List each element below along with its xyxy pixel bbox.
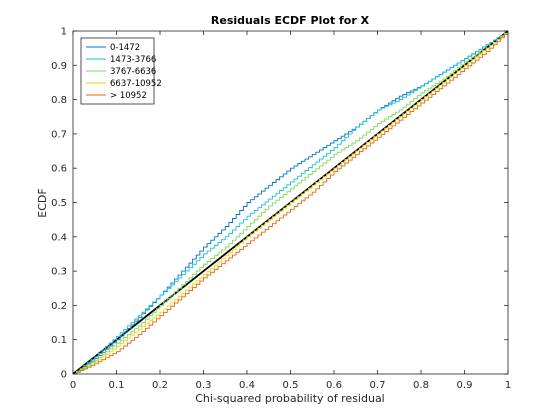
y-tick-label: 0.4 <box>51 232 67 243</box>
legend-label: 3767-6636 <box>110 67 156 77</box>
chart-title: Residuals ECDF Plot for X <box>211 14 370 27</box>
x-tick-label: 0 <box>70 380 76 391</box>
x-tick-label: 0.4 <box>239 380 255 391</box>
y-tick-label: 0.5 <box>51 198 67 209</box>
x-tick-label: 0.9 <box>457 380 473 391</box>
y-axis-title: ECDF <box>36 188 49 217</box>
y-tick-label: 0.6 <box>51 164 67 175</box>
series-lines <box>72 30 509 375</box>
x-axis-title: Chi-squared probability of residual <box>195 392 385 405</box>
legend-label: 1473-3766 <box>110 55 156 65</box>
legend: 0-1472 1473-3766 3767-6636 6637-10952 > 1095… <box>80 37 162 105</box>
y-tick-label: 0.9 <box>51 61 67 72</box>
axes-box <box>72 30 509 375</box>
y-tick-label: 0.7 <box>51 129 67 140</box>
tick-labels: 0 0.1 0.2 0.3 0.4 0.5 0.6 0.7 0.8 0.9 1 0 0.1 0.2 0.3 0… <box>51 27 511 392</box>
y-tick-label: 0.1 <box>51 335 67 346</box>
x-tick-label: 0.8 <box>413 380 429 391</box>
y-tick-label: 0 <box>61 370 67 381</box>
series-line-2 <box>73 31 509 375</box>
x-tick-label: 0.2 <box>152 380 168 391</box>
legend-label: > 10952 <box>110 91 147 101</box>
legend-label: 6637-10952 <box>110 79 162 89</box>
y-tick-label: 1 <box>61 27 67 38</box>
y-tick-label: 0.2 <box>51 301 67 312</box>
x-tick-label: 1 <box>505 380 511 391</box>
x-tick-label: 0.7 <box>370 380 386 391</box>
x-tick-label: 0.1 <box>109 380 125 391</box>
y-tick-label: 0.8 <box>51 95 67 106</box>
x-tick-label: 0.5 <box>283 380 299 391</box>
series-line-1 <box>73 31 509 375</box>
x-tick-label: 0.6 <box>326 380 342 391</box>
series-line-4 <box>73 31 509 375</box>
y-tick-label: 0.3 <box>51 267 67 278</box>
series-line-3 <box>73 31 509 375</box>
x-tick-label: 0.3 <box>196 380 212 391</box>
legend-label: 0-1472 <box>110 43 140 53</box>
